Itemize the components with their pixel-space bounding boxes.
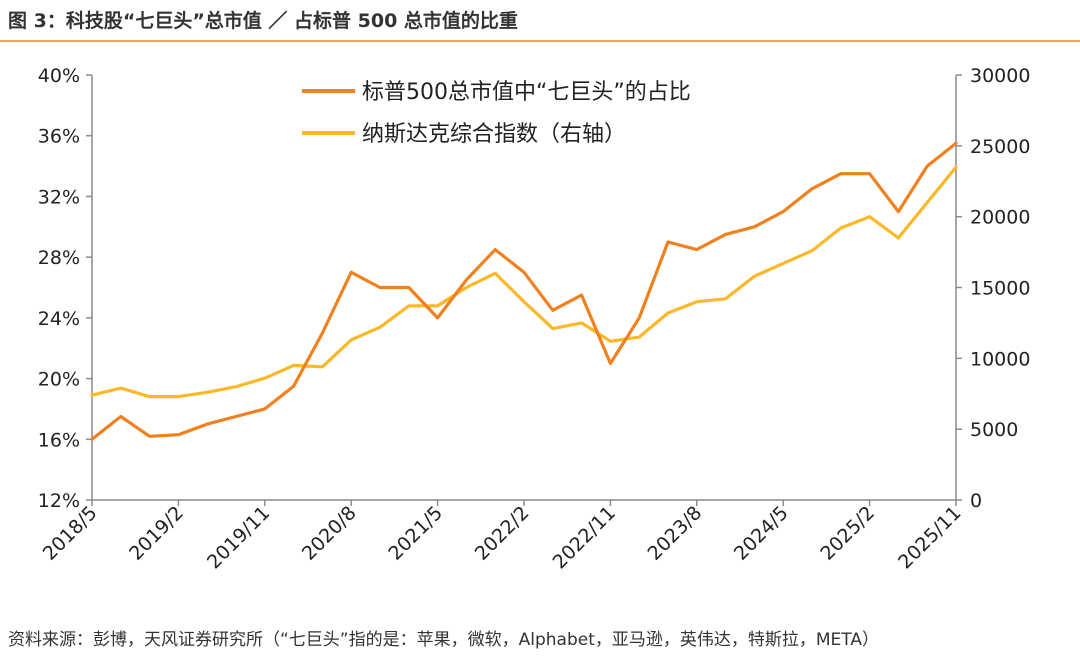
series-line-nasdaq (90, 165, 958, 399)
x-tick-label: 2022/11 (549, 502, 620, 573)
source-note: 资料来源：彭博，天风证券研究所（“七巨头”指的是：苹果，微软，Alphabet，… (8, 630, 879, 650)
y-right-tick-label: 30000 (970, 65, 1030, 87)
y-right-tick-label: 10000 (970, 348, 1030, 370)
x-tick-label: 2025/2 (816, 502, 879, 565)
x-tick-label: 2024/5 (730, 502, 793, 565)
legend-label: 纳斯达克综合指数（右轴） (362, 122, 626, 147)
y-right-tick-label: 5000 (970, 419, 1018, 441)
y-left-tick-label: 36% (38, 126, 80, 148)
x-tick-label: 2023/8 (644, 502, 707, 565)
x-tick-label: 2019/11 (203, 502, 274, 573)
x-tick-label: 2025/11 (894, 502, 965, 573)
y-right-tick-label: 15000 (970, 278, 1030, 300)
series-layer (90, 141, 958, 441)
x-tick-label: 2022/2 (471, 502, 534, 565)
x-tick-label: 2019/2 (125, 502, 188, 565)
y-left-tick-label: 32% (38, 186, 80, 208)
figure-title: 图 3：科技股“七巨头”总市值 ／ 占标普 500 总市值的比重 (8, 10, 518, 32)
y-left-tick-label: 24% (38, 308, 80, 330)
title-divider (0, 40, 1080, 42)
y-right-tick-label: 0 (970, 490, 982, 512)
y-right-tick-label: 20000 (970, 207, 1030, 229)
y-left-tick-label: 40% (38, 65, 80, 87)
x-tick-label: 2021/5 (384, 502, 447, 565)
y-left-tick-label: 12% (38, 490, 80, 512)
x-tick-label: 2020/8 (298, 502, 361, 565)
legend-label: 标普500总市值中“七巨头”的占比 (362, 80, 691, 105)
line-chart: 12% 16% 20% 24% 28% 32% 36% 40% 0 5000 10000 15000 2… (38, 65, 1031, 573)
series-line-share (90, 141, 958, 441)
y-left-tick-label: 20% (38, 369, 80, 391)
y-right-tick-label: 25000 (970, 136, 1030, 158)
y-left-tick-label: 16% (38, 429, 80, 451)
y-left-tick-label: 28% (38, 247, 80, 269)
